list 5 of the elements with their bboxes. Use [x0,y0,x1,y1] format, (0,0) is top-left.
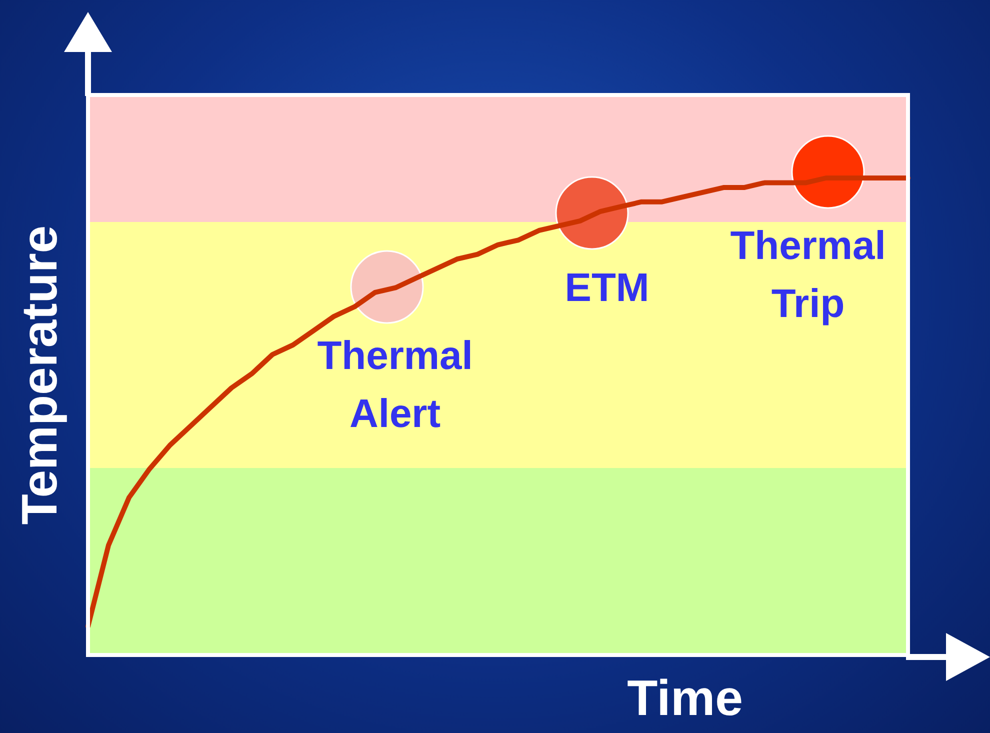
annotation: ETM [564,266,650,310]
annotation: Thermal Alert [317,334,473,436]
y-axis-title: Temperature [11,225,69,525]
annotation: Thermal Trip [730,224,886,326]
x-axis-title: Time [626,669,744,728]
